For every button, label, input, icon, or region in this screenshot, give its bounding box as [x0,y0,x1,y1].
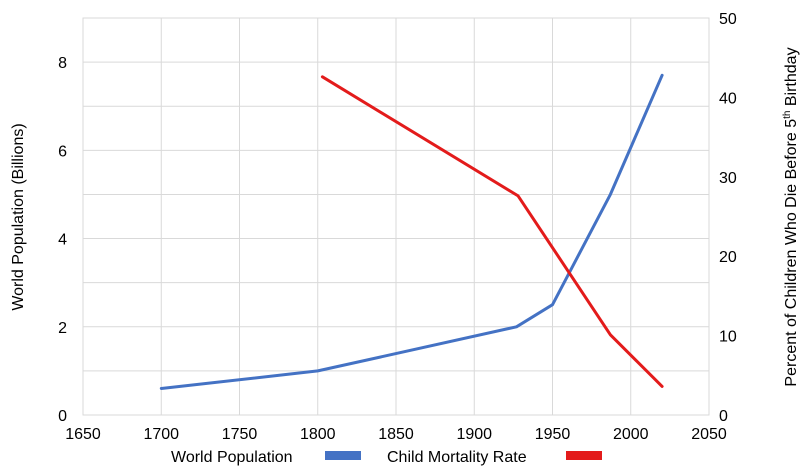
legend-swatch-child-mortality [566,451,602,460]
x-tick-label: 1900 [456,426,492,443]
x-tick-label: 1800 [300,426,336,443]
legend-label-world-population: World Population [171,449,293,466]
x-tick-label: 1650 [65,426,101,443]
y-right-tick-label: 40 [719,90,737,107]
y-left-tick-label: 0 [58,408,67,425]
series-line-world-population [159,73,664,390]
y-right-tick-label: 10 [719,329,737,346]
plot-area-frame [82,17,710,416]
y-right-axis-title: Percent of Children Who Die Before 5th B… [782,47,800,386]
y-right-tick-label: 30 [719,170,737,187]
y-left-tick-label: 4 [58,232,67,249]
y-right-axis-title-main: Percent of Children Who Die Before 5 [783,119,800,387]
legend-swatch-world-population [325,451,361,460]
series-line-child-mortality-rate [320,75,664,388]
y-right-tick-label: 20 [719,249,737,266]
y-right-axis-title-sup: th [782,111,793,119]
y-left-tick-label: 6 [58,143,67,160]
legend: World Population Child Mortality Rate [171,449,602,466]
x-tick-label: 1700 [143,426,179,443]
legend-label-child-mortality: Child Mortality Rate [387,449,527,466]
x-tick-label: 1750 [222,426,258,443]
y-left-tick-label: 2 [58,320,67,337]
x-tick-label: 2050 [691,426,727,443]
y-right-tick-label: 0 [719,408,728,425]
x-tick-label: 2000 [613,426,649,443]
y-left-tick-label: 8 [58,55,67,72]
y-right-tick-label: 50 [719,11,737,28]
y-left-axis-title: World Population (Billions) [10,123,27,310]
x-tick-label: 1850 [378,426,414,443]
series-lines [159,73,664,390]
x-tick-label: 1950 [535,426,571,443]
tick-labels: 1650 1700 1750 1800 1850 1900 1950 2000 20500246… [58,11,737,443]
y-right-axis-title-end: Birthday [783,47,800,110]
gridlines [82,17,710,416]
